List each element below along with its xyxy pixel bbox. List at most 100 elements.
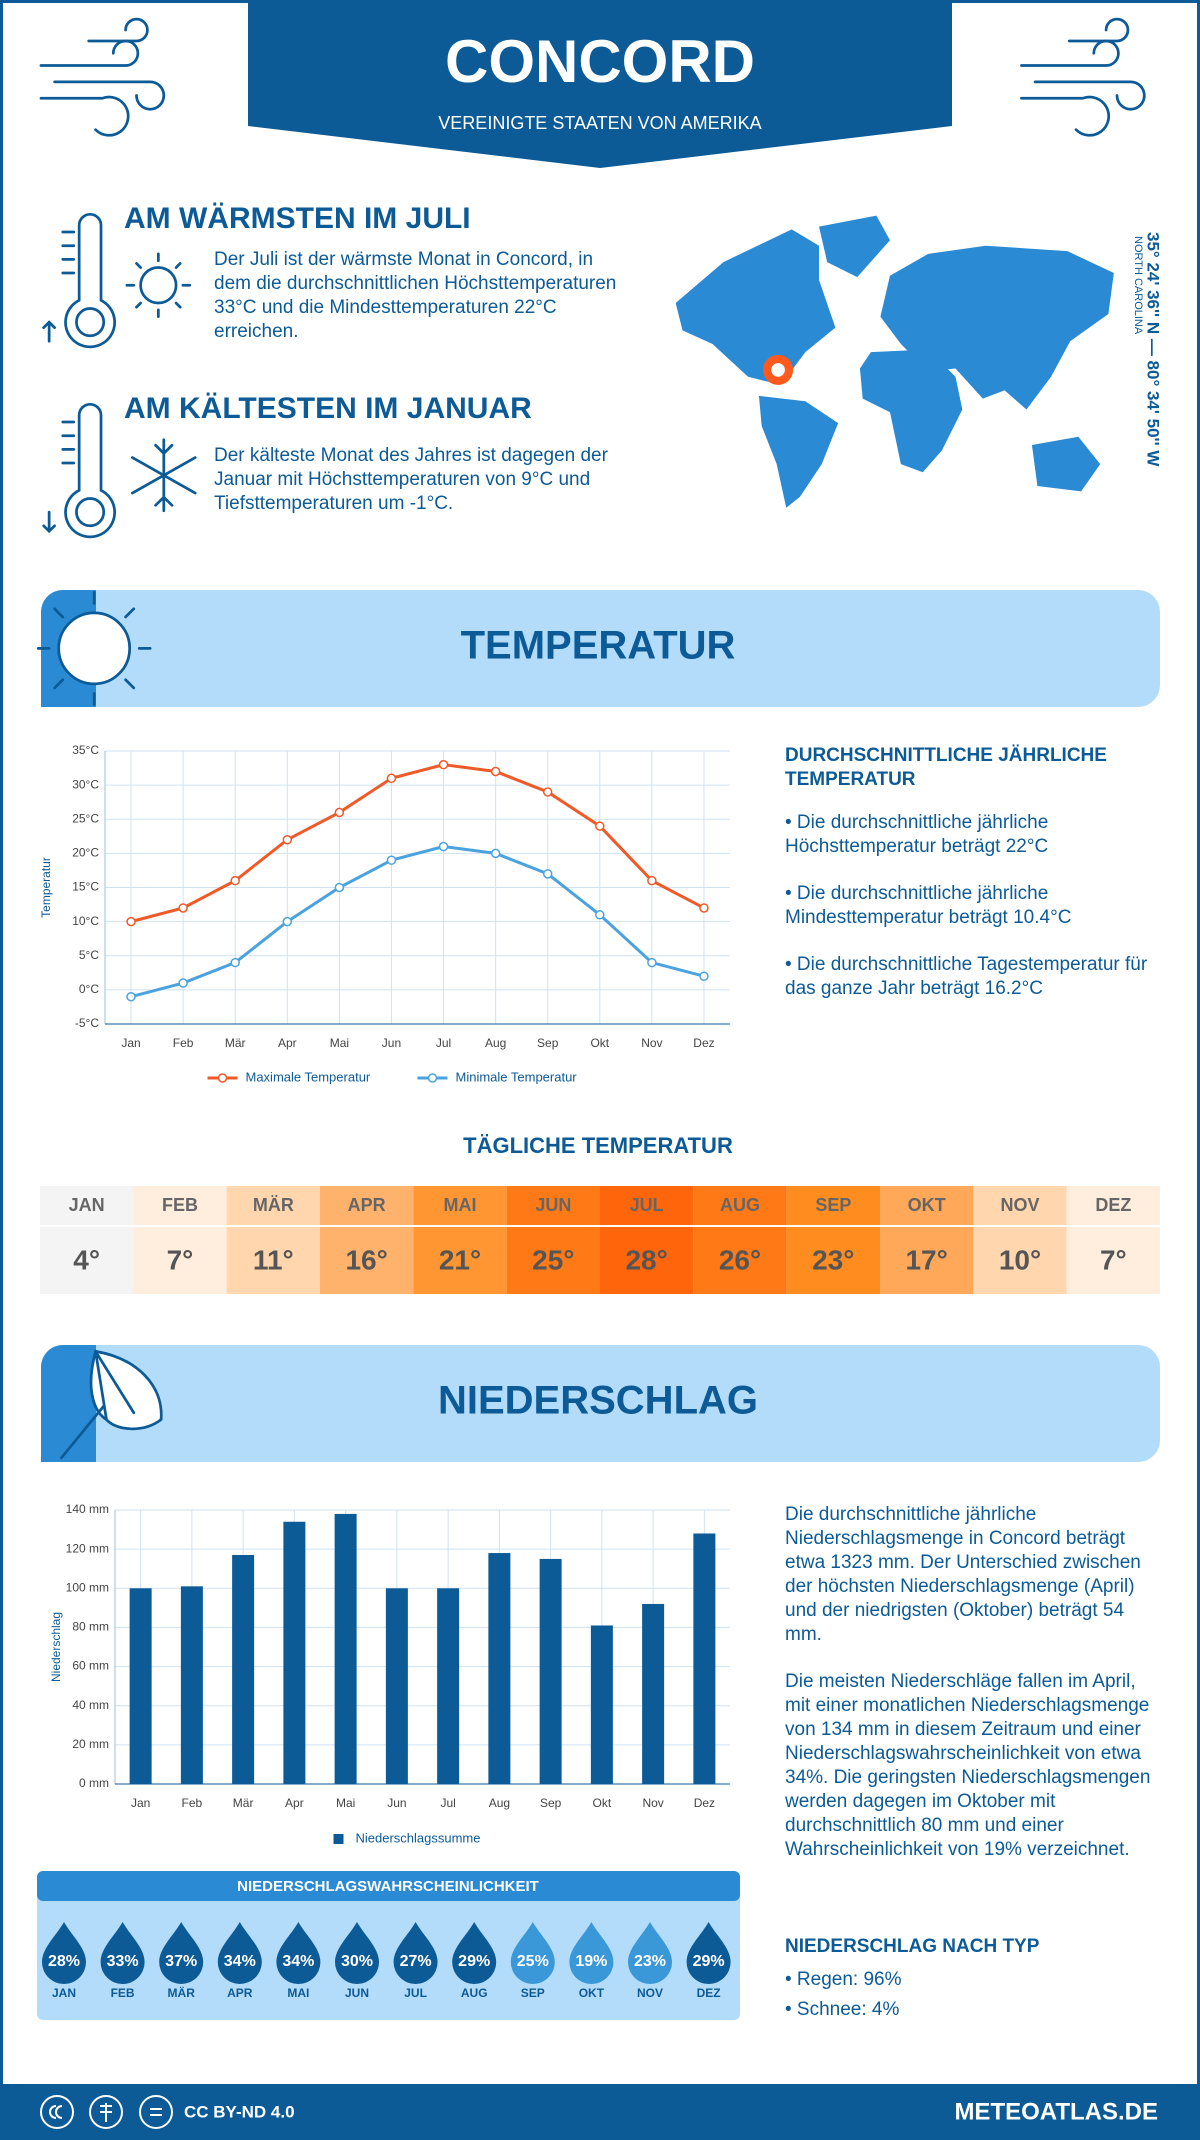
y-tick-label: 140 mm [66,1502,109,1516]
line-point [282,916,293,927]
x-tick-label: Okt [590,1036,609,1050]
drop [686,1922,731,1985]
y-tick-label: 20 mm [72,1737,109,1751]
daily-temperature-value: 7° [1100,1244,1127,1275]
bar [385,1588,408,1784]
y-tick-label: 20°C [72,846,99,860]
y-tick-label: 40 mm [72,1698,109,1712]
probability-month: AUG [461,1986,488,2000]
x-tick-label: Apr [278,1036,297,1050]
month-cell [786,1186,880,1225]
x-tick-label: Jun [382,1036,401,1050]
drop [42,1922,86,1984]
y-tick-label: 0°C [79,982,99,996]
value-cell [320,1227,414,1294]
thermometer-bulb [75,497,106,528]
y-tick-label: 80 mm [72,1620,109,1634]
precipitation-type-title: NIEDERSCHLAG NACH TYP [785,1936,1040,1957]
wind-stroke [39,39,140,67]
line-series [130,763,705,924]
line-point [282,834,293,845]
temperature-bullet: • Die durchschnittliche Tagestemperatur … [785,954,1148,999]
thermometer [64,403,116,539]
wind-icon-left [39,17,166,137]
y-axis-label: Temperatur [39,857,53,918]
drop [335,1922,379,1984]
probability-month: OKT [579,1986,605,2000]
cc-icon [40,2095,74,2129]
temperature-summary-title: DURCHSCHNITTLICHE JÄHRLICHE TEMPERATUR [785,745,1107,790]
daily-temperature-value: 17° [905,1244,947,1275]
drop [393,1922,438,1985]
wind-stroke [87,17,149,43]
coordinates: 35° 24' 36'' N — 80° 34' 50'' W [1144,232,1163,467]
section-banner [41,590,1160,707]
section-title: NIEDERSCHLAG [438,1379,758,1423]
x-tick-label: Dez [694,1796,715,1810]
legend-marker [333,1834,344,1844]
x-tick-label: Nov [642,1796,663,1810]
value-cell [973,1227,1067,1294]
probability-panel [37,1871,740,2020]
probability-value: 29% [458,1953,490,1970]
probability-month: MAI [287,1986,309,2000]
y-tick-label: 30°C [72,777,99,791]
x-tick-label: Mai [330,1036,349,1050]
value-cell [786,1227,880,1294]
umbrella-icon [60,1349,163,1460]
x-tick-label: Nov [641,1036,662,1050]
temperature-bullet: • Die durchschnittliche jährliche Mindes… [785,883,1072,928]
probability-value: 34% [224,1953,256,1970]
value-cell [506,1227,600,1294]
x-tick-label: Feb [182,1796,203,1810]
daily-temperature-value: 25° [532,1244,574,1275]
bar [129,1588,152,1784]
month-label: APR [348,1195,386,1215]
temperature-bullet: • Die durchschnittliche jährliche Höchst… [785,812,1049,857]
line-point [386,855,397,865]
section-title: TEMPERATUR [461,624,736,668]
line-point [542,787,553,797]
drop [159,1922,204,1984]
value-cell [133,1227,227,1294]
line-point [490,766,501,777]
probability-month: JAN [52,1986,76,2000]
bar [437,1588,460,1784]
month-cell [133,1186,227,1225]
bar [693,1533,716,1784]
line-point [178,978,188,988]
banner-accent [41,1345,96,1462]
by-icon [89,2095,123,2129]
coldest-title: AM KÄLTESTEN IM JANUAR [124,392,532,425]
section-banner [41,1345,1160,1462]
bar [590,1625,613,1784]
daily-temperature-value: 28° [625,1244,667,1275]
sun [57,611,132,686]
line-point [126,916,136,927]
bar [283,1521,306,1784]
month-label: FEB [162,1195,198,1215]
daily-temperature-value: 4° [73,1244,100,1275]
sun-icon [36,591,152,706]
drop [510,1922,555,1985]
bar [642,1603,665,1784]
probability-month: MÄR [168,1985,196,2000]
x-tick-label: Sep [540,1796,562,1810]
x-tick-label: Aug [489,1796,510,1810]
probability-month: DEZ [697,1986,721,2000]
city-title: CONCORD [445,28,755,95]
bar [539,1558,562,1784]
month-label: SEP [815,1195,851,1215]
daily-temperature-value: 21° [439,1244,481,1275]
probability-value: 29% [693,1953,725,1970]
y-tick-label: 120 mm [66,1541,109,1555]
line-point [647,957,657,968]
probability-value: 33% [107,1953,139,1970]
value-cell [880,1227,974,1294]
value-cell [226,1227,320,1294]
y-tick-label: 0 mm [79,1776,109,1790]
line-point [178,903,188,913]
line-point [230,875,240,886]
coldest-text: Der kälteste Monat des Jahres ist dagege… [214,445,608,514]
